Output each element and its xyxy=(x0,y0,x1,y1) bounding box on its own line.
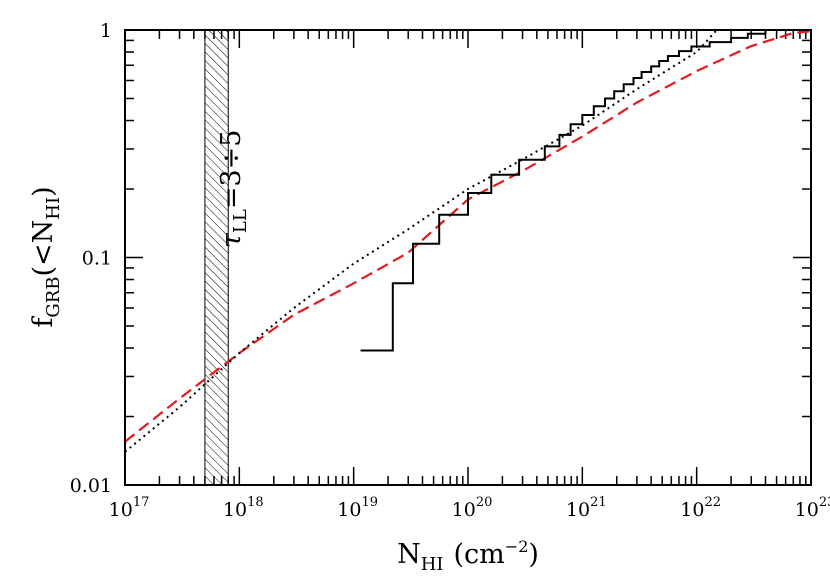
shaded-band xyxy=(204,29,229,486)
x-tick-label: 1018 xyxy=(223,495,264,521)
y-tick-label: 0.01 xyxy=(70,475,112,497)
x-tick-label: 1023 xyxy=(795,495,830,521)
y-tick-label: 1 xyxy=(100,20,112,42)
plot-frame xyxy=(124,29,812,486)
x-tick-label: 1020 xyxy=(452,495,493,521)
x-axis-title: NHI (cm−2) xyxy=(397,537,539,575)
tau-annotation: τLL=3÷5 xyxy=(216,130,251,248)
x-tick-label: 1019 xyxy=(337,495,378,521)
series-dotted xyxy=(125,30,718,453)
series-step-histogram xyxy=(360,30,811,352)
x-tick-label: 1021 xyxy=(566,495,607,521)
x-tick-labels: 1017 1018 1019 1020 1021 1022 1023 xyxy=(109,495,830,521)
y-tick-label: 0.1 xyxy=(82,248,112,270)
y-axis-title: fGRB(<NHI) xyxy=(28,186,64,327)
x-tick-label: 1017 xyxy=(109,495,150,521)
x-tick-label: 1022 xyxy=(680,495,721,521)
y-tick-labels: 0.01 0.1 1 xyxy=(70,20,112,497)
